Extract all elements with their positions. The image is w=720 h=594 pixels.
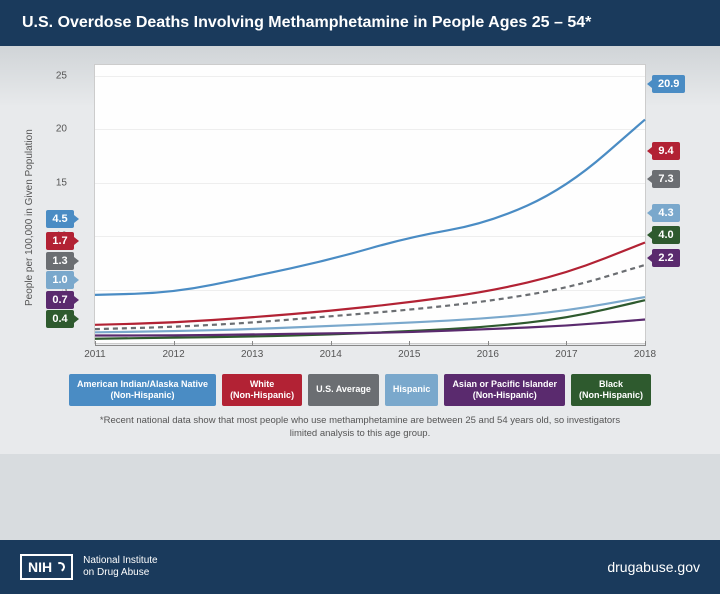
end-badge-aian: 20.9 [652,75,685,93]
legend-item-hispanic: Hispanic [385,374,439,406]
legend-item-api: Asian or Pacific Islander(Non-Hispanic) [444,374,565,406]
chart-title: U.S. Overdose Deaths Involving Methamphe… [22,14,591,31]
footer-org: National Institute on Drug Abuse [83,555,158,579]
legend: American Indian/Alaska Native(Non-Hispan… [24,374,696,406]
nih-logo-arc-icon [54,561,67,574]
end-badge-black: 4.0 [652,226,680,244]
legend-item-us_avg: U.S. Average [308,374,379,406]
start-badge-black: 0.4 [46,310,74,328]
nih-logo-text: NIH [28,559,52,575]
start-badge-white: 1.7 [46,232,74,250]
series-line-aian [95,120,645,295]
nih-logo: NIH [20,554,73,580]
x-tick-label: 2012 [162,349,184,360]
x-tick-mark [95,341,96,346]
footer-org-line1: National Institute [83,555,158,567]
series-line-white [95,242,645,324]
x-tick-label: 2018 [634,349,656,360]
end-badge-api: 2.2 [652,249,680,267]
end-badge-hispanic: 4.3 [652,204,680,222]
x-tick-mark [566,341,567,346]
x-tick-label: 2016 [477,349,499,360]
chart-area: People per 100,000 in Given Population 5… [0,46,720,454]
x-tick-mark [488,341,489,346]
x-tick-mark [409,341,410,346]
x-tick-label: 2017 [555,349,577,360]
x-tick-mark [645,341,646,346]
legend-item-aian: American Indian/Alaska Native(Non-Hispan… [69,374,216,406]
start-badge-api: 0.7 [46,291,74,309]
y-tick-label: 25 [56,70,67,81]
x-tick-label: 2013 [241,349,263,360]
footer-left: NIH National Institute on Drug Abuse [20,554,158,580]
series-line-us_avg [95,265,645,329]
x-tick-mark [331,341,332,346]
footnote: *Recent national data show that most peo… [94,414,626,441]
y-axis-label: People per 100,000 in Given Population [24,129,35,306]
start-badge-aian: 4.5 [46,210,74,228]
footer-org-line2: on Drug Abuse [83,567,158,579]
start-badge-us_avg: 1.3 [46,252,74,270]
chart-title-header: U.S. Overdose Deaths Involving Methamphe… [0,0,720,46]
legend-item-white: White(Non-Hispanic) [222,374,302,406]
x-tick-label: 2011 [84,349,106,360]
end-badge-us_avg: 7.3 [652,170,680,188]
x-tick-mark [174,341,175,346]
x-tick-mark [252,341,253,346]
x-axis-line [95,345,645,346]
line-chart-svg [95,65,645,343]
legend-item-black: Black(Non-Hispanic) [571,374,651,406]
footer-url: drugabuse.gov [607,559,700,575]
start-badge-hispanic: 1.0 [46,271,74,289]
chart-plot: 510152025 201120122013201420152016201720… [94,64,646,344]
x-axis: 20112012201320142015201620172018 [95,345,645,365]
y-tick-label: 15 [56,177,67,188]
y-tick-label: 20 [56,124,67,135]
x-tick-label: 2014 [320,349,342,360]
footer-bar: NIH National Institute on Drug Abuse dru… [0,540,720,594]
x-tick-label: 2015 [398,349,420,360]
end-badge-white: 9.4 [652,142,680,160]
